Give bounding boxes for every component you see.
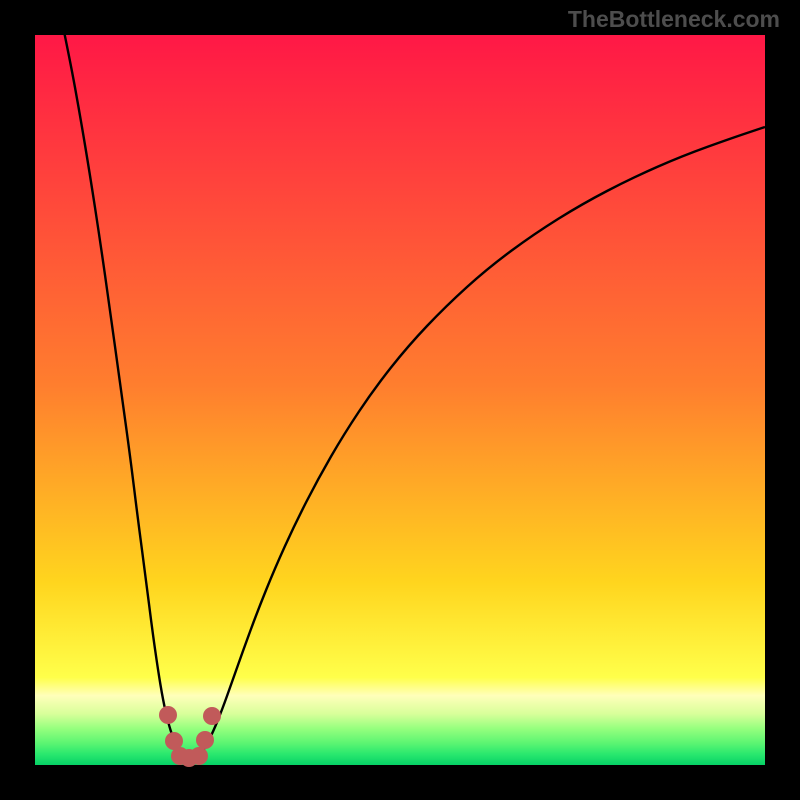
watermark-text: TheBottleneck.com	[568, 6, 780, 33]
plot-background	[35, 35, 765, 765]
